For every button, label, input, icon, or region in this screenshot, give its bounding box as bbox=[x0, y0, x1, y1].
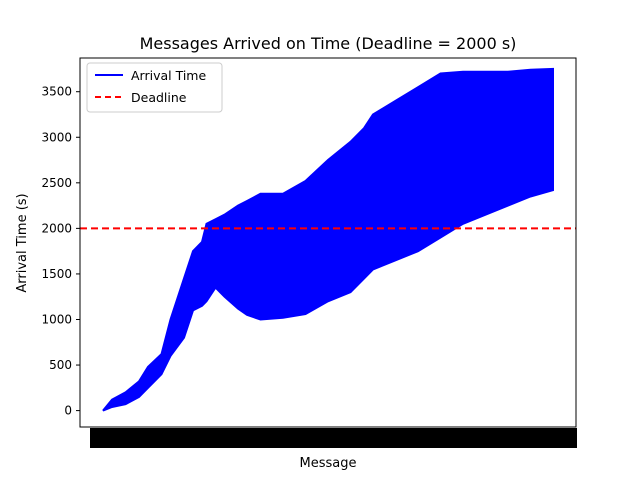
legend: Arrival Time Deadline bbox=[86, 62, 223, 113]
y-axis: 0 500 1000 1500 2000 2500 3000 3500 bbox=[41, 85, 80, 418]
y-axis-label: Arrival Time (s) bbox=[15, 193, 30, 292]
y-tick-label: 1000 bbox=[41, 312, 72, 326]
legend-deadline-label: Deadline bbox=[131, 90, 187, 105]
x-axis-label: Message bbox=[300, 456, 357, 471]
x-tick-labels-overlap bbox=[90, 428, 577, 448]
y-tick-label: 1500 bbox=[41, 267, 72, 281]
y-tick-label: 2500 bbox=[41, 176, 72, 190]
chart-title: Messages Arrived on Time (Deadline = 200… bbox=[140, 34, 517, 53]
y-tick-label: 2000 bbox=[41, 221, 72, 235]
y-tick-label: 3500 bbox=[41, 85, 72, 99]
y-tick-label: 0 bbox=[64, 404, 72, 418]
arrival-time-band bbox=[102, 67, 554, 412]
legend-arrival-time-label: Arrival Time bbox=[131, 68, 206, 83]
y-tick-label: 500 bbox=[49, 358, 72, 372]
plot-area bbox=[80, 67, 577, 448]
y-tick-label: 3000 bbox=[41, 130, 72, 144]
axes-frame bbox=[79, 57, 577, 428]
